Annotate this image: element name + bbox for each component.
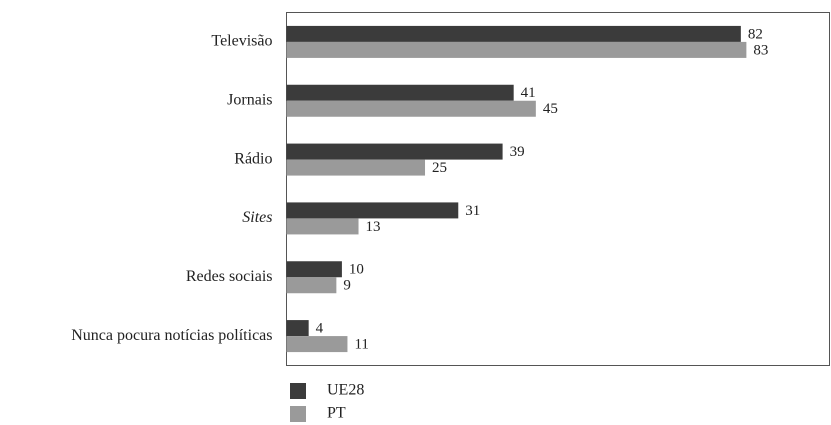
legend-label: UE28 <box>327 382 364 399</box>
legend-label: PT <box>327 405 346 422</box>
y-tick-label: Nunca pocura notícias políticas <box>71 327 272 344</box>
y-tick-label: Rádio <box>234 150 272 167</box>
legend-swatch <box>290 406 306 422</box>
bar <box>286 159 426 176</box>
value-label: 11 <box>354 337 368 353</box>
value-label: 41 <box>521 85 536 101</box>
bar <box>286 277 337 294</box>
value-label: 45 <box>543 101 558 117</box>
legend-swatch <box>290 383 306 399</box>
value-label: 39 <box>510 144 525 160</box>
bar <box>286 41 747 58</box>
value-label: 13 <box>366 219 381 235</box>
bar <box>286 84 514 101</box>
y-tick-label: Redes sociais <box>186 268 273 285</box>
y-tick-label: Jornais <box>227 91 272 108</box>
bar <box>286 320 309 337</box>
value-label: 9 <box>343 278 351 294</box>
y-tick-label: Televisão <box>211 33 272 50</box>
value-label: 10 <box>349 262 364 278</box>
y-tick-label: Sites <box>242 209 272 226</box>
bar <box>286 25 741 42</box>
bar <box>286 336 348 353</box>
value-label: 25 <box>432 160 447 176</box>
value-label: 82 <box>748 26 763 42</box>
plot-frame <box>286 12 830 366</box>
bar <box>286 100 536 117</box>
bar <box>286 202 459 219</box>
bar <box>286 261 342 278</box>
value-label: 31 <box>465 203 480 219</box>
bar <box>286 143 503 160</box>
value-label: 83 <box>753 42 768 58</box>
value-label: 4 <box>316 321 324 337</box>
bar <box>286 218 359 235</box>
